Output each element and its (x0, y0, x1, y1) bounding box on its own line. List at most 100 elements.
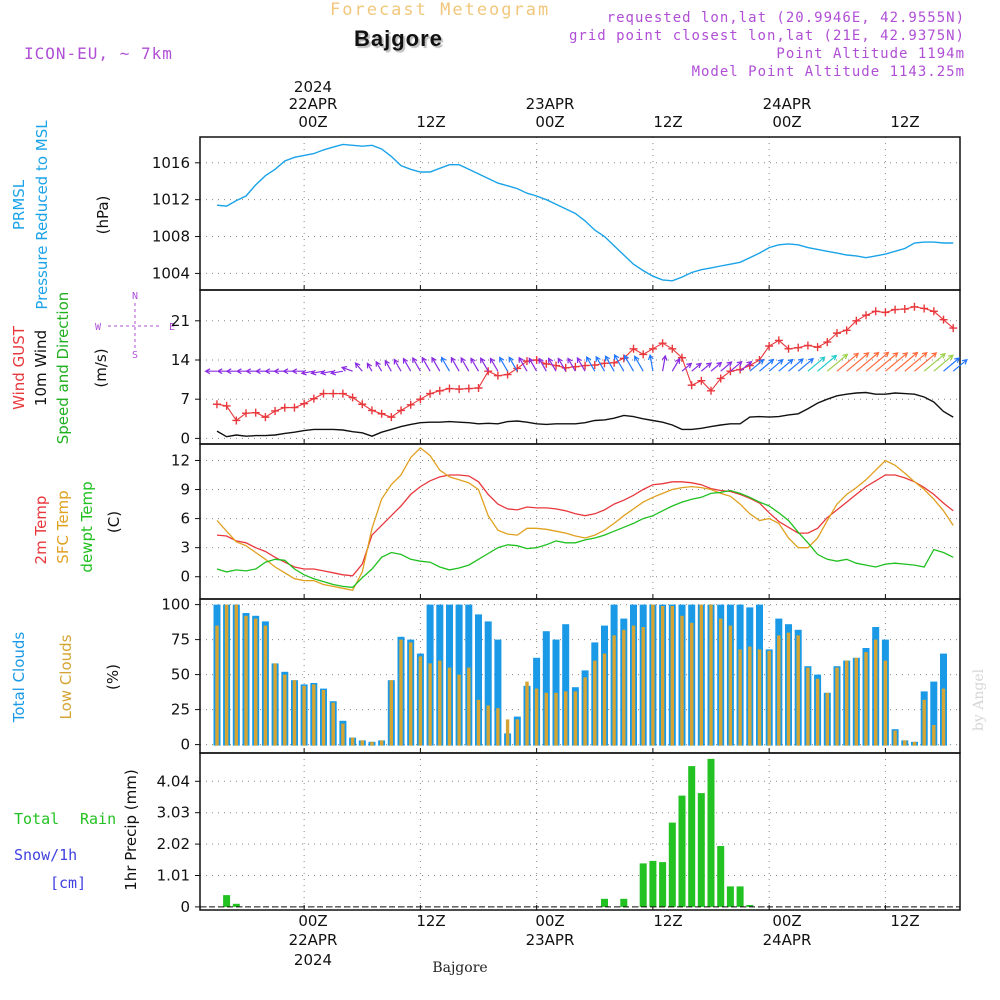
low-clouds-bar (244, 615, 248, 746)
rain-bar (659, 862, 667, 907)
temp-dewpt-label: dewpt Temp (78, 481, 96, 572)
wind-direction-arrow (865, 351, 890, 372)
wind-direction-arrow (329, 369, 344, 376)
wind-direction-arrow (788, 358, 804, 372)
total-clouds-bar (475, 614, 482, 746)
wind-gust-marker (271, 406, 280, 415)
y-tick-label: 1012 (152, 191, 190, 209)
low-clouds-bar (486, 705, 490, 746)
y-tick-label: 0 (180, 568, 190, 586)
y-tick-label: 1.01 (157, 866, 190, 884)
top-time-axis: 2024 22APR 23APR 24APR 00Z 12Z 00Z 12Z 0… (289, 78, 920, 131)
wind-direction-arrow (576, 356, 586, 372)
compass-south: S (132, 350, 138, 361)
wind-direction-arrow (235, 368, 246, 375)
top-tick-label: 12Z (653, 113, 682, 131)
low-clouds-bar (350, 737, 355, 746)
wind-gust-marker (852, 316, 861, 325)
top-tick-label: 00Z (535, 113, 564, 131)
panel-5-frame: 0 1.01 2.02 3.03 4.04 (157, 752, 961, 916)
low-clouds-bar (932, 725, 936, 746)
bottom-time-axis: 00Z 12Z 00Z 12Z 00Z 12Z 22APR 2024 23APR… (289, 912, 920, 976)
precip-axis-labels: Total Rain Snow/1h [cm] 1hr Precip (mm) (14, 769, 140, 892)
wind-direction-arrow (538, 357, 547, 372)
wind-direction-arrow (817, 354, 838, 372)
precip-bars (200, 758, 960, 908)
low-clouds-bar (738, 649, 742, 746)
compass-east: E (169, 322, 175, 333)
total-clouds-bar (930, 681, 938, 746)
wind-direction-arrow (691, 362, 702, 372)
prmsl-series-line (216, 143, 954, 282)
wind-direction-arrow (375, 360, 383, 372)
low-clouds-bar (777, 635, 781, 746)
y-tick-label: 9 (180, 481, 190, 499)
wind-direction-arrow (952, 358, 968, 372)
y-tick-label: 0 (180, 429, 190, 447)
compass-west: W (95, 322, 102, 333)
low-clouds-bar (670, 606, 674, 746)
bottom-tick-label: 12Z (416, 912, 445, 930)
top-date-label-23apr: 23APR (526, 95, 575, 113)
low-clouds-bar (224, 604, 229, 746)
total-clouds-bar (542, 631, 550, 746)
wind-gust-marker (803, 341, 812, 350)
wind-direction-arrow (366, 362, 373, 372)
wind-direction-arrow (807, 356, 826, 372)
wind-speed-dir-label: Speed and Direction (54, 292, 72, 445)
wind-direction-arrow (499, 356, 509, 372)
wind-gust-marker (367, 406, 376, 415)
wind-gust-marker (329, 389, 338, 398)
low-clouds-bar (806, 667, 810, 746)
low-clouds-bar (883, 660, 888, 746)
wind-compass-icon: N W E S (95, 291, 175, 361)
wind-gust-markers (212, 302, 958, 425)
wind-direction-arrow (225, 368, 237, 375)
compass-north: N (132, 291, 138, 302)
rain-bar (707, 758, 715, 907)
low-clouds-bar (922, 699, 926, 746)
bottom-year-label: 2024 (294, 951, 332, 969)
wind-direction-arrow (894, 351, 919, 372)
bottom-tick-label: 00Z (535, 912, 564, 930)
wind-gust-label: Wind GUST (10, 325, 28, 410)
temp-dewpt-series-line (216, 489, 954, 589)
pressure-msl-label: Pressure Reduced to MSL (33, 120, 51, 310)
panel-2-frame: 0 7 14 21 (171, 289, 961, 447)
wind-gust-marker (445, 384, 454, 393)
wind-direction-arrow (604, 355, 615, 372)
top-date-label-24apr: 24APR (763, 95, 812, 113)
low-clouds-bar (786, 632, 791, 746)
wind-direction-arrow (291, 368, 305, 375)
wind-direction-arrow (623, 354, 635, 372)
low-clouds-bar (651, 604, 655, 746)
wind-gust-marker (920, 304, 929, 313)
wind-gust-marker (939, 315, 948, 324)
bottom-date-label-22apr: 22APR (289, 931, 338, 949)
wind-gust-marker (232, 416, 241, 425)
wind-direction-arrow (613, 353, 625, 372)
top-date-label-22apr: 22APR (289, 95, 338, 113)
model-altitude: Model Point Altitude 1143.25m (691, 64, 965, 80)
wind-gust-marker (416, 395, 425, 404)
low-clouds-bar (874, 639, 878, 746)
rain-bar (601, 898, 608, 907)
low-clouds-bar (612, 635, 616, 746)
wind-direction-arrow (797, 357, 815, 372)
wind-gust-marker (426, 389, 435, 398)
wind-gust-marker (464, 384, 473, 393)
low-clouds-bar (602, 653, 607, 746)
rain-bar (668, 822, 676, 907)
low-clouds-bar (496, 708, 500, 746)
low-clouds-bar (903, 740, 907, 746)
wind-gust-marker (677, 353, 686, 362)
wind-direction-arrow (855, 351, 880, 372)
wind-direction-arrow (412, 356, 421, 372)
wind-gust-marker (716, 374, 725, 383)
rain-bar (678, 795, 686, 907)
low-clouds-bar (534, 688, 539, 746)
wind-gust-marker (765, 342, 774, 350)
low-clouds-bar (312, 684, 316, 746)
wind-direction-arrow (254, 368, 266, 375)
